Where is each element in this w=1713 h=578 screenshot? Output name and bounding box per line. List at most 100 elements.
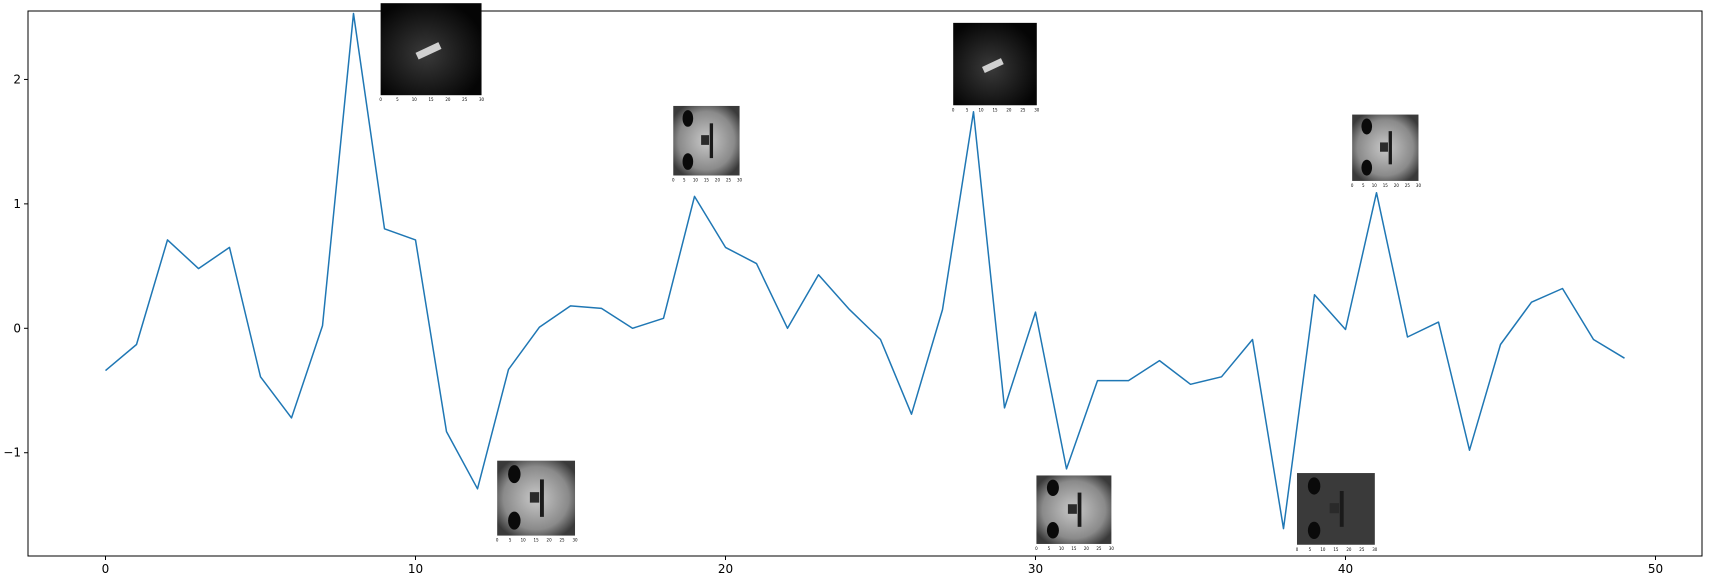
data-point bbox=[197, 267, 199, 269]
inset-tick-label: 0 bbox=[952, 107, 955, 112]
inset-tick-label: 10 bbox=[521, 538, 527, 543]
inset-thumbnail: 0 5 10 15 20 25 30 bbox=[672, 105, 743, 182]
inset-tick-label: 20 bbox=[1394, 183, 1400, 188]
eye-shape bbox=[682, 153, 694, 170]
inset-tick-label: 25 bbox=[1405, 183, 1411, 188]
nose-shape bbox=[1329, 503, 1340, 514]
data-point bbox=[445, 430, 447, 432]
inset-tick-label: 25 bbox=[560, 538, 566, 543]
data-point bbox=[910, 413, 912, 415]
nose-shape bbox=[1380, 142, 1388, 152]
inset-tick-label: 10 bbox=[979, 107, 985, 112]
data-point bbox=[290, 417, 292, 419]
bright-streak bbox=[982, 58, 1004, 73]
inset-tick-label: 10 bbox=[1059, 546, 1065, 551]
data-point bbox=[693, 195, 695, 197]
eye-shape bbox=[508, 465, 521, 484]
data-point bbox=[259, 376, 261, 378]
inset-tick-label: 20 bbox=[1346, 547, 1352, 552]
inset-thumbnail: 0 5 10 15 20 25 30 bbox=[1351, 114, 1421, 188]
data-point bbox=[228, 246, 230, 248]
x-tick-label: 20 bbox=[718, 562, 733, 576]
inset-images: 0 5 10 15 20 25 30 0 5 10 15 20 25 30 0 5 10 15 20 25 30 0 5 10… bbox=[379, 3, 1421, 552]
x-tick-label: 10 bbox=[408, 562, 423, 576]
inset-tick-label: 5 bbox=[1048, 546, 1051, 551]
inset-tick-label: 15 bbox=[1383, 183, 1389, 188]
inset-tick-label: 5 bbox=[966, 107, 969, 112]
eye-shape bbox=[1046, 479, 1059, 497]
inset-tick-label: 5 bbox=[1362, 183, 1365, 188]
data-point bbox=[476, 488, 478, 490]
nose-shape bbox=[701, 135, 710, 145]
data-point bbox=[1623, 357, 1625, 359]
data-point bbox=[1096, 379, 1098, 381]
eye-shape bbox=[1361, 159, 1373, 176]
y-tick-label: −1 bbox=[3, 446, 21, 460]
data-point bbox=[631, 327, 633, 329]
data-point bbox=[1437, 321, 1439, 323]
nose-shape bbox=[1067, 504, 1077, 514]
inset-thumbnail: 0 5 10 15 20 25 30 bbox=[952, 22, 1040, 112]
data-point bbox=[321, 325, 323, 327]
inset-tick-label: 0 bbox=[379, 97, 382, 102]
data-point bbox=[538, 326, 540, 328]
data-point bbox=[1189, 383, 1191, 385]
data-point bbox=[1251, 338, 1253, 340]
inset-tick-label: 30 bbox=[572, 538, 578, 543]
inset-tick-label: 25 bbox=[726, 177, 732, 182]
inset-tick-label: 15 bbox=[992, 107, 998, 112]
y-tick-label: 0 bbox=[13, 321, 21, 335]
inset-tick-label: 5 bbox=[1309, 547, 1312, 552]
data-point bbox=[1065, 468, 1067, 470]
inset-tick-label: 30 bbox=[479, 97, 485, 102]
data-point bbox=[1499, 343, 1501, 345]
data-point bbox=[1034, 311, 1036, 313]
inset-tick-label: 20 bbox=[715, 177, 721, 182]
inset-thumbnail: 0 5 10 15 20 25 30 bbox=[379, 3, 485, 102]
data-point bbox=[724, 246, 726, 248]
inset-thumbnail: 0 5 10 15 20 25 30 bbox=[496, 460, 578, 543]
inset-tick-label: 25 bbox=[1096, 546, 1102, 551]
series-line bbox=[105, 12, 1625, 530]
inset-tick-label: 20 bbox=[445, 97, 451, 102]
inset-tick-label: 10 bbox=[693, 177, 699, 182]
inset-tick-label: 0 bbox=[1351, 183, 1354, 188]
eye-shape bbox=[508, 511, 521, 530]
data-point bbox=[1313, 293, 1315, 295]
inset-tick-label: 15 bbox=[1071, 546, 1077, 551]
data-point bbox=[1375, 191, 1377, 193]
inset-tick-label: 30 bbox=[1109, 546, 1115, 551]
data-point bbox=[1003, 407, 1005, 409]
inset-tick-label: 5 bbox=[509, 538, 512, 543]
mouth-shape bbox=[1388, 131, 1392, 165]
data-point bbox=[1344, 328, 1346, 330]
data-point bbox=[1468, 449, 1470, 451]
data-point bbox=[600, 307, 602, 309]
data-point bbox=[1561, 287, 1563, 289]
data-point bbox=[1530, 301, 1532, 303]
x-tick-label: 50 bbox=[1648, 562, 1663, 576]
inset-thumbnail: 0 5 10 15 20 25 30 bbox=[1035, 475, 1115, 551]
inset-tick-label: 20 bbox=[1006, 107, 1012, 112]
nose-shape bbox=[529, 492, 540, 503]
data-point bbox=[1220, 376, 1222, 378]
data-point bbox=[848, 308, 850, 310]
data-point bbox=[817, 274, 819, 276]
data-point bbox=[135, 343, 137, 345]
data-point bbox=[507, 368, 509, 370]
inset-tick-label: 0 bbox=[496, 538, 499, 543]
data-point bbox=[972, 111, 974, 113]
eye-shape bbox=[1307, 477, 1321, 495]
inset-tick-label: 10 bbox=[412, 97, 418, 102]
eye-shape bbox=[1046, 522, 1059, 539]
inset-tick-label: 30 bbox=[737, 177, 743, 182]
data-point bbox=[1282, 527, 1284, 529]
mouth-shape bbox=[709, 123, 714, 159]
inset-tick-label: 15 bbox=[704, 177, 710, 182]
inset-tick-label: 25 bbox=[462, 97, 468, 102]
data-point bbox=[352, 12, 354, 14]
inset-tick-label: 5 bbox=[396, 97, 399, 102]
data-point bbox=[104, 369, 106, 371]
eye-shape bbox=[682, 110, 694, 127]
